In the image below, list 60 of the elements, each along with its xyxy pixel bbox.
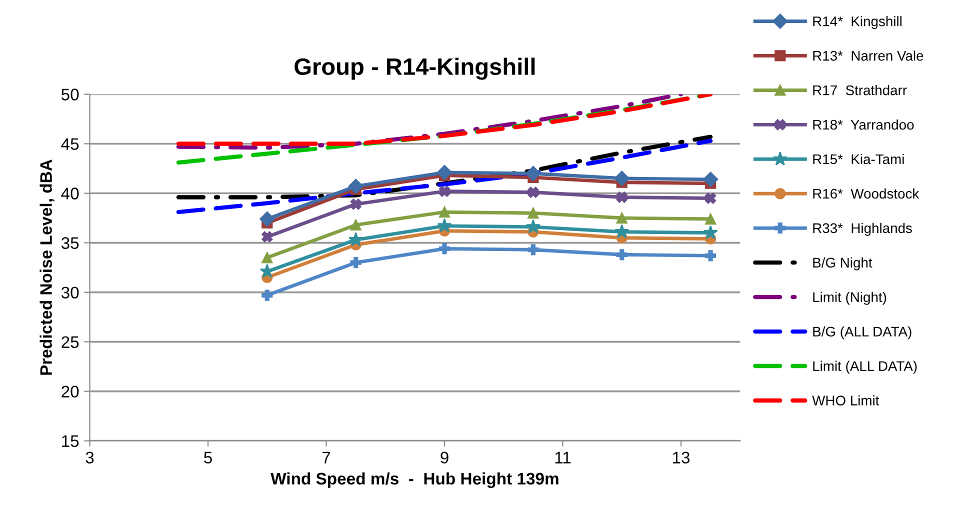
point [703, 225, 718, 240]
point [350, 257, 362, 268]
point [526, 166, 541, 182]
y-tick-label: 45 [61, 138, 79, 150]
x-tick-label: 9 [440, 452, 448, 464]
y-tick-label: 20 [62, 386, 79, 398]
point [348, 178, 364, 194]
x-axis-title: Wind Speed m/s - Hub Height 139m [270, 472, 558, 488]
point [262, 252, 273, 264]
y-tick-label: 35 [61, 237, 79, 249]
y-tick-label: 40 [61, 188, 79, 200]
legend-label: Limit (Night) [813, 292, 886, 305]
point [526, 219, 540, 234]
point [614, 224, 630, 238]
line-series [176, 138, 713, 214]
line-series [176, 134, 713, 200]
x-tick-label: 3 [86, 452, 94, 464]
y-axis-title: Predicted Noise Level, dBA [40, 160, 54, 375]
legend-label: R33* Highlands [813, 222, 912, 236]
point [616, 249, 628, 260]
point [348, 232, 364, 246]
y-tick-label: 30 [61, 286, 79, 298]
point [438, 206, 450, 218]
point [262, 290, 273, 301]
x-tick-label: 13 [673, 452, 690, 464]
y-tick-label: 50 [61, 88, 79, 100]
legend-label: B/G Night [813, 257, 872, 270]
point [350, 219, 362, 231]
point [437, 218, 452, 232]
point [260, 211, 275, 227]
point [436, 164, 452, 180]
point [616, 192, 628, 203]
legend-label: R16* Woodstock [813, 188, 920, 199]
y-tick-label: 15 [62, 435, 79, 448]
legend-label: R14* Kingshill [813, 16, 902, 30]
x-tick-label: 11 [555, 452, 571, 464]
point [705, 192, 716, 204]
legend-label: R17 Strathdarr [813, 85, 907, 96]
chart-title: Group - R14-Kingshill [294, 58, 535, 80]
legend-label: R13* Narren Vale [813, 50, 924, 61]
point [528, 244, 539, 256]
point [614, 170, 630, 186]
point [438, 243, 450, 254]
legend-label: R15* Kia-Tami [813, 154, 904, 164]
legend-label: B/G (ALL DATA) [813, 326, 912, 340]
x-tick-label: 5 [204, 452, 212, 464]
point [528, 208, 539, 219]
point [705, 213, 716, 225]
point [705, 250, 716, 262]
point [702, 172, 718, 187]
point [616, 212, 628, 224]
point [350, 198, 362, 210]
point [262, 231, 273, 242]
x-tick-label: 7 [322, 452, 330, 464]
legend-label: Limit (ALL DATA) [813, 360, 917, 374]
point [528, 186, 539, 198]
legend-label: WHO Limit [812, 395, 880, 406]
point [438, 186, 450, 197]
y-tick-label: 25 [62, 336, 79, 348]
legend-label: R18* Yarrandoo [813, 119, 914, 130]
